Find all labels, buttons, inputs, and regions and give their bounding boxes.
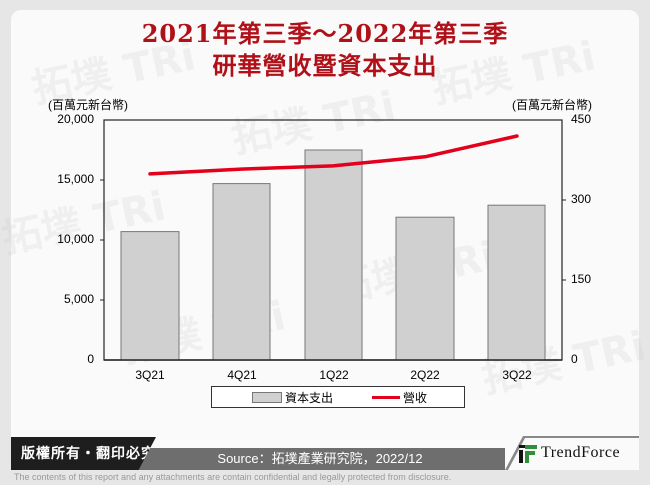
legend-item-capex: 資本支出 <box>252 389 333 406</box>
copyright-text: 版權所有・翻印必究 <box>21 445 156 461</box>
left-tick-10000: 10,000 <box>57 232 94 246</box>
source-text: Source：拓墣產業研究院，2022/12 <box>217 451 423 466</box>
bar-3Q21 <box>120 231 180 361</box>
left-tick-15000: 15,000 <box>57 172 94 186</box>
left-tick-20000: 20,000 <box>57 112 94 126</box>
bar-4Q21 <box>212 183 271 361</box>
chart-legend: 資本支出 營收 <box>211 386 465 408</box>
chart-title-line2: 研華營收暨資本支出 <box>212 51 438 80</box>
left-tick-5000: 5,000 <box>63 292 94 306</box>
bar-1Q22 <box>304 149 363 361</box>
legend-label-revenue: 營收 <box>403 391 428 405</box>
bar-swatch-icon <box>252 392 282 403</box>
disclaimer: The contents of this report and any atta… <box>14 472 452 482</box>
copyright-badge: 版權所有・翻印必究 <box>11 437 156 470</box>
right-tick-150: 150 <box>571 272 592 286</box>
line-swatch-icon <box>372 396 400 399</box>
category-3Q21: 3Q21 <box>135 368 165 382</box>
bar-3Q22 <box>487 204 546 361</box>
revenue-line <box>148 134 519 176</box>
brand-name: TrendForce <box>541 444 621 461</box>
left-axis-unit: (百萬元新台幣) <box>48 98 128 112</box>
trendforce-logo: TrendForce <box>505 432 639 470</box>
left-tick-0: 0 <box>87 352 94 366</box>
category-2Q22: 2Q22 <box>410 368 440 382</box>
legend-label-capex: 資本支出 <box>285 391 334 405</box>
trendforce-mark-icon <box>505 436 639 470</box>
category-1Q22: 1Q22 <box>319 368 349 382</box>
chart-title-line1: 2021年第三季～2022年第三季 <box>141 19 509 48</box>
bar-2Q22 <box>395 216 455 361</box>
right-axis-unit: (百萬元新台幣) <box>512 98 592 112</box>
right-tick-300: 300 <box>571 192 592 206</box>
right-tick-0: 0 <box>571 352 578 366</box>
source-bar: Source：拓墣產業研究院，2022/12 <box>130 448 510 470</box>
category-4Q21: 4Q21 <box>227 368 257 382</box>
right-tick-450: 450 <box>571 112 592 126</box>
category-3Q22: 3Q22 <box>502 368 532 382</box>
legend-item-revenue: 營收 <box>372 389 427 406</box>
